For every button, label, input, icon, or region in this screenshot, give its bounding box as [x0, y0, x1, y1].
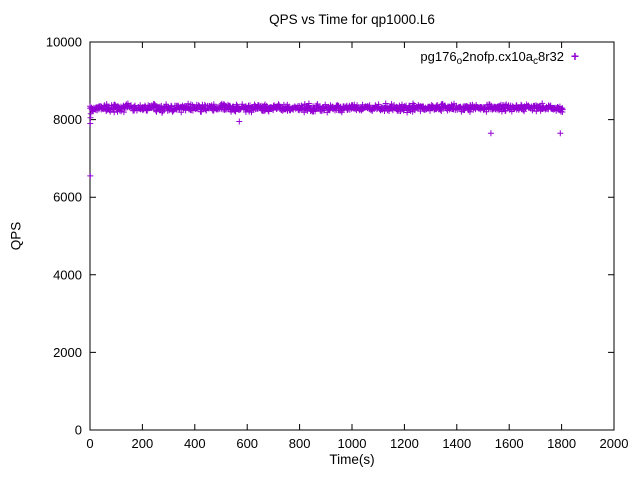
x-tick-label: 400	[184, 436, 206, 451]
axis-ticks	[89, 41, 615, 431]
y-tick-label: 0	[75, 423, 82, 438]
legend-plus-marker-icon: +	[570, 48, 580, 64]
legend-label-segment: pg176	[420, 49, 457, 64]
y-tick-label: 4000	[53, 267, 82, 282]
x-tick-label: 800	[289, 436, 311, 451]
x-tick-label: 600	[236, 436, 258, 451]
x-tick-label: 200	[132, 436, 154, 451]
x-tick-label: 1000	[338, 436, 367, 451]
y-tick-label: 8000	[53, 112, 82, 127]
legend-series-label: pg176o2nofp.cx10ac8r32	[420, 49, 564, 67]
y-tick-label: 10000	[46, 35, 82, 50]
x-tick-label: 0	[86, 436, 93, 451]
x-tick-label: 1400	[442, 436, 471, 451]
x-tick-label: 1800	[547, 436, 576, 451]
data-points	[87, 100, 566, 179]
y-tick-label: 2000	[53, 345, 82, 360]
legend-label-segment: o	[456, 56, 463, 67]
x-tick-label: 2000	[600, 436, 629, 451]
x-tick-label: 1200	[390, 436, 419, 451]
x-axis-label: Time(s)	[329, 452, 375, 467]
plot-border	[89, 41, 615, 431]
x-tick-label: 1600	[495, 436, 524, 451]
legend-label-segment: c	[532, 56, 538, 67]
legend-label-segment: 2nofp.cx10a	[462, 49, 533, 64]
legend-label-segment: 8r32	[537, 49, 564, 64]
y-tick-label: 6000	[53, 190, 82, 205]
y-axis-label: QPS	[8, 221, 24, 251]
legend: pg176o2nofp.cx10ac8r32 +	[420, 48, 586, 67]
chart-title: QPS vs Time for qp1000.L6	[269, 12, 435, 27]
